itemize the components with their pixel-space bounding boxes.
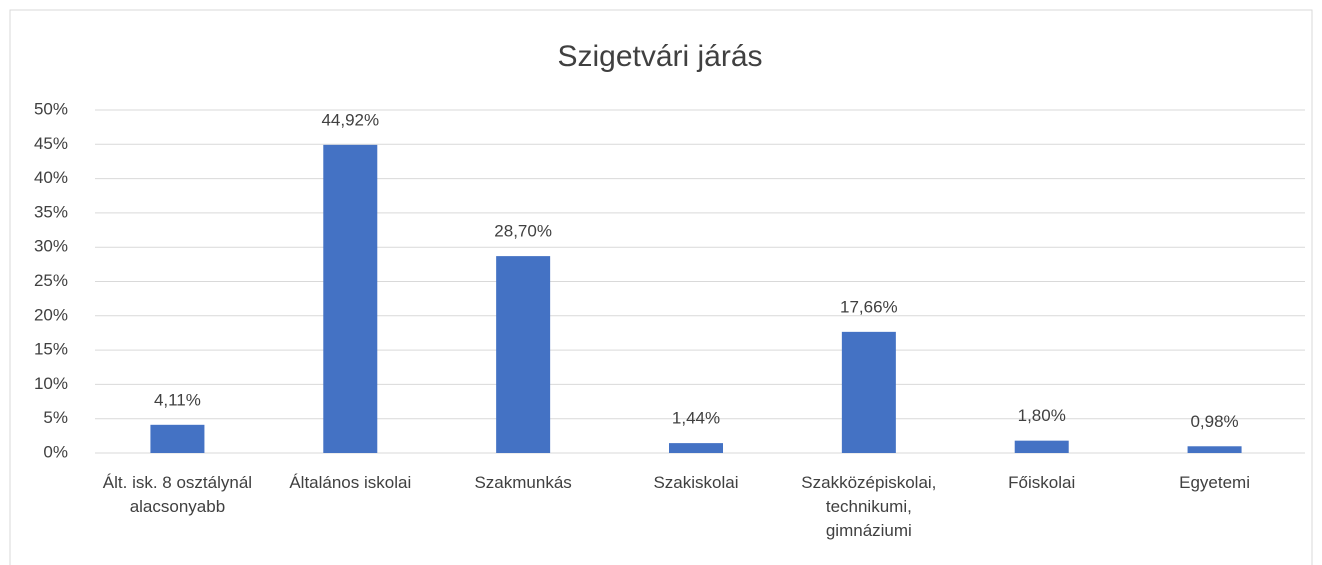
chart-frame xyxy=(9,9,1313,565)
chart-title: Szigetvári járás xyxy=(557,40,762,73)
bar xyxy=(841,331,896,453)
data-label: 1,44% xyxy=(672,409,720,428)
x-tick-label: Szakiskolai xyxy=(653,473,739,492)
data-label: 1,80% xyxy=(1018,406,1066,425)
x-tick-label: Ált. isk. 8 osztálynál alacsonyabb xyxy=(102,473,253,516)
x-tick-label: Szakmunkás xyxy=(474,473,572,492)
y-tick-label: 0% xyxy=(43,442,68,461)
bar xyxy=(323,144,378,453)
y-tick-label: 40% xyxy=(34,168,68,187)
bar xyxy=(1014,440,1069,453)
bar xyxy=(150,424,205,453)
y-tick-label: 30% xyxy=(34,237,68,256)
bar xyxy=(669,443,723,453)
y-tick-label: 35% xyxy=(34,202,68,221)
y-tick-label: 20% xyxy=(34,305,68,324)
bar xyxy=(1187,446,1242,453)
data-label: 4,11% xyxy=(154,390,201,409)
x-tick-label: Általános iskolai xyxy=(289,473,412,492)
y-tick-label: 10% xyxy=(34,374,68,393)
y-tick-label: 50% xyxy=(34,99,68,118)
x-tick-label: Egyetemi xyxy=(1179,473,1250,492)
y-tick-label: 45% xyxy=(34,134,68,153)
x-tick-label: Szakközépiskolai, technikumi, gimnáziumi xyxy=(801,473,937,540)
data-label: 17,66% xyxy=(840,297,898,316)
x-tick-label: Főiskolai xyxy=(1008,473,1076,492)
y-tick-label: 15% xyxy=(34,340,68,359)
bar xyxy=(496,256,551,453)
data-label: 28,70% xyxy=(494,222,552,241)
data-label: 44,92% xyxy=(321,110,379,129)
y-tick-label: 5% xyxy=(43,408,68,427)
y-tick-label: 25% xyxy=(34,271,68,290)
data-label: 0,98% xyxy=(1190,412,1238,431)
